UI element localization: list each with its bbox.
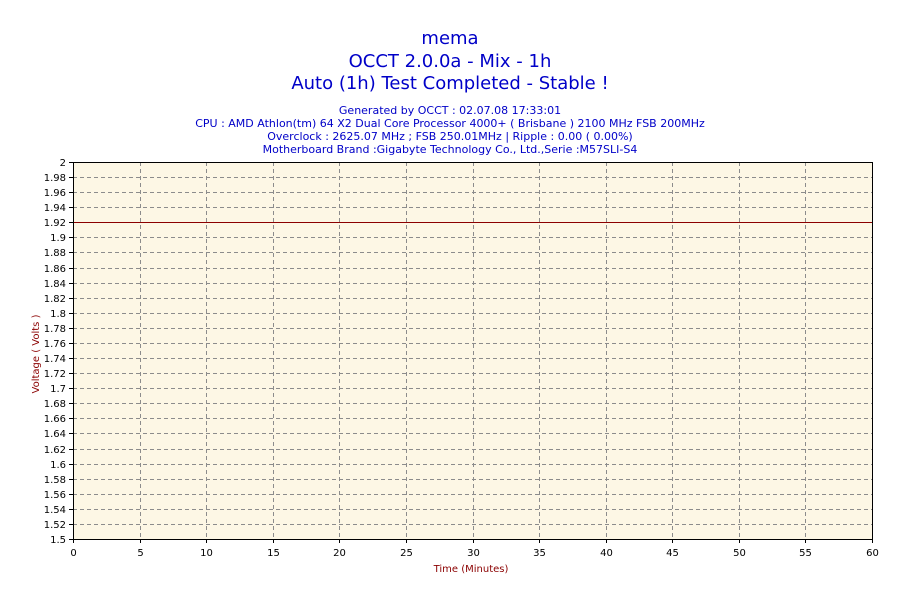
generated-info: Generated by OCCT : 02.07.08 17:33:01 — [338, 104, 562, 117]
y-tick-label: 1.76 — [44, 339, 66, 350]
plot-area — [73, 162, 872, 539]
x-tick-label: 45 — [666, 548, 679, 559]
overclock-info: Overclock : 2625.07 MHz ; FSB 250.01MHz … — [267, 130, 633, 143]
y-tick-label: 1.62 — [44, 445, 66, 456]
x-tick-label: 60 — [866, 548, 879, 559]
y-tick-label: 1.86 — [44, 264, 66, 275]
y-tick-label: 1.74 — [44, 354, 66, 365]
x-tick-label: 55 — [799, 548, 812, 559]
x-tick-label: 35 — [533, 548, 546, 559]
y-tick-label: 1.82 — [44, 294, 66, 305]
x-tick-label: 10 — [200, 548, 213, 559]
x-axis-title: Time (Minutes) — [433, 564, 509, 575]
x-axis: 0 5 10 15 20 25 30 35 40 45 50 55 60 — [70, 539, 879, 559]
y-tick-label: 1.6 — [50, 460, 66, 471]
y-tick-label: 1.88 — [44, 248, 66, 259]
x-tick-label: 15 — [267, 548, 280, 559]
chart-subtitle: OCCT 2.0.0a - Mix - 1h — [348, 51, 552, 72]
test-status: Auto (1h) Test Completed - Stable ! — [291, 73, 609, 94]
y-tick-label: 2 — [60, 158, 66, 169]
x-tick-label: 30 — [467, 548, 480, 559]
chart-title: mema — [421, 28, 479, 49]
grid-lines — [73, 162, 872, 539]
y-tick-label: 1.68 — [44, 399, 66, 410]
y-tick-label: 1.78 — [44, 324, 66, 335]
y-tick-label: 1.58 — [44, 475, 66, 486]
y-tick-label: 1.52 — [44, 520, 66, 531]
y-tick-label: 1.5 — [50, 535, 66, 546]
x-tick-label: 0 — [70, 548, 76, 559]
y-tick-label: 1.84 — [44, 279, 66, 290]
y-tick-label: 1.98 — [44, 173, 66, 184]
x-tick-label: 20 — [333, 548, 346, 559]
y-axis: 1.5 1.52 1.54 1.56 1.58 1.6 1.62 1.64 1.66 1.68 1.… — [44, 158, 73, 546]
x-tick-label: 5 — [137, 548, 143, 559]
y-tick-label: 1.54 — [44, 505, 66, 516]
y-tick-label: 1.92 — [44, 218, 66, 229]
y-tick-label: 1.8 — [50, 309, 66, 320]
cpu-info: CPU : AMD Athlon(tm) 64 X2 Dual Core Pro… — [195, 117, 705, 130]
y-axis-title: Voltage ( Volts ) — [31, 314, 42, 393]
x-tick-label: 25 — [400, 548, 413, 559]
y-tick-label: 1.66 — [44, 414, 66, 425]
x-tick-label: 50 — [733, 548, 746, 559]
y-tick-label: 1.94 — [44, 203, 66, 214]
y-tick-label: 1.7 — [50, 384, 66, 395]
y-tick-label: 1.56 — [44, 490, 66, 501]
y-tick-label: 1.96 — [44, 188, 66, 199]
y-tick-label: 1.64 — [44, 429, 66, 440]
y-tick-label: 1.72 — [44, 369, 66, 380]
y-tick-label: 1.9 — [50, 233, 66, 244]
motherboard-info: Motherboard Brand :Gigabyte Technology C… — [262, 143, 638, 156]
x-tick-label: 40 — [600, 548, 613, 559]
